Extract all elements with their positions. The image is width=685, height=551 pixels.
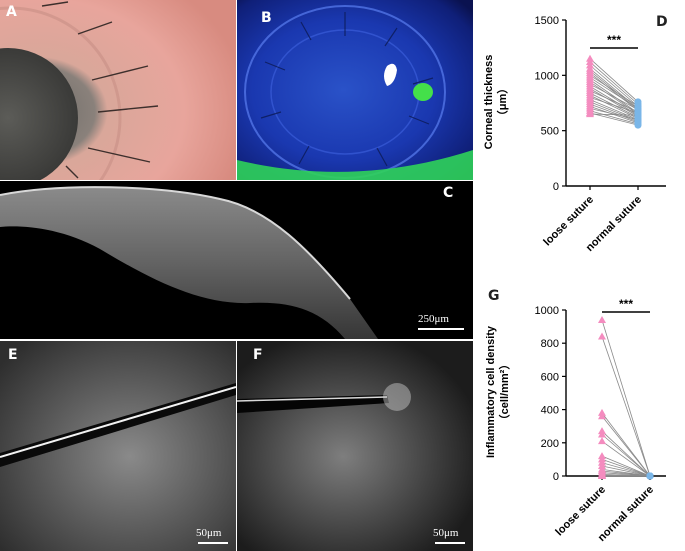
panel-g-chart: G 0 200 400 600 800 1000 loose suture normal su… (474, 280, 685, 551)
pair-line (601, 459, 651, 477)
pair-line (589, 83, 639, 110)
pair-line (589, 88, 639, 117)
fluorescein-image (237, 0, 473, 180)
normal-suture-point (646, 472, 654, 480)
y-tick-label: 800 (541, 338, 559, 350)
panel-b-photo: B (237, 0, 473, 180)
pair-line (601, 440, 651, 477)
oct-image (0, 186, 378, 339)
y-tick-label: 1000 (535, 70, 559, 82)
y-tick-label: 500 (541, 126, 559, 138)
y-axis-unit: （μm） (496, 83, 509, 122)
loose-suture-point (598, 430, 606, 438)
pair-line (589, 77, 639, 109)
y-tick-label: 600 (541, 371, 559, 383)
y-tick-label: 1000 (535, 305, 559, 317)
scalebar-e (198, 542, 228, 544)
slit-lamp-image (0, 0, 236, 180)
pair-line (601, 455, 651, 477)
pair-line (589, 90, 639, 113)
y-axis-label: Inflammatory cell density (485, 325, 497, 458)
y-tick-label: 1500 (535, 15, 559, 27)
panel-e-label: E (8, 347, 18, 363)
panel-b-label: B (261, 10, 272, 26)
confocal-image-e (0, 341, 236, 551)
scalebar-f-label: 50μm (433, 527, 459, 539)
panel-a-photo: A (0, 0, 236, 180)
pair-line (589, 97, 639, 114)
panel-c-label: C (443, 185, 454, 201)
pair-line (589, 110, 639, 125)
scalebar-c (418, 328, 464, 330)
panel-a-label: A (6, 4, 17, 20)
pair-line (601, 430, 651, 477)
scalebar-f (435, 542, 465, 544)
pair-line (589, 68, 639, 109)
pair-line (601, 434, 651, 477)
panel-c-oct: C 250μm (0, 181, 473, 339)
pair-line (589, 99, 639, 120)
normal-suture-point (634, 111, 642, 119)
loose-suture-point (598, 332, 606, 340)
scalebar-c-label: 250μm (418, 313, 449, 325)
significance-label: *** (607, 33, 621, 47)
y-axis-unit: （cell/mm²） (498, 359, 511, 426)
loose-suture-point (598, 412, 606, 420)
pair-line (601, 465, 651, 477)
pair-line (601, 462, 651, 477)
pair-line (601, 319, 651, 477)
panel-d-label: D (656, 14, 668, 30)
panel-e-confocal: E 50μm (0, 341, 236, 551)
y-axis-label: Corneal thickness (483, 55, 495, 150)
normal-suture-point (634, 121, 642, 129)
pair-line (589, 103, 639, 123)
pair-line (589, 112, 639, 126)
loose-suture-point (598, 472, 606, 479)
y-tick-label: 200 (541, 438, 559, 450)
panel-d-chart: D 0 500 1000 1500 loose suture normal suture C… (474, 0, 685, 280)
panel-f-confocal: F 50μm (237, 341, 473, 551)
y-axis-title: Inflammatory cell density （cell/mm²） (485, 325, 511, 458)
panel-f-label: F (253, 347, 263, 363)
pair-line (589, 61, 639, 105)
pair-line (601, 415, 651, 477)
y-tick-label: 0 (553, 181, 559, 193)
loose-suture-point (598, 437, 606, 445)
pair-line (589, 108, 639, 120)
pair-line (589, 74, 639, 107)
scalebar-e-label: 50μm (196, 527, 222, 539)
pair-line (601, 336, 651, 477)
y-tick-label: 400 (541, 405, 559, 417)
loose-suture-point (598, 315, 606, 323)
y-axis-title: Corneal thickness （μm） (483, 55, 509, 150)
pair-line (589, 79, 639, 114)
pair-line (589, 72, 639, 112)
y-tick-label: 0 (553, 471, 559, 483)
loose-suture-point (586, 110, 594, 118)
pair-line (589, 58, 639, 103)
confocal-image-f (237, 341, 473, 551)
pair-line (589, 65, 639, 107)
significance-label: *** (619, 297, 633, 311)
pair-line (589, 113, 639, 116)
panel-g-label: G (488, 288, 500, 304)
